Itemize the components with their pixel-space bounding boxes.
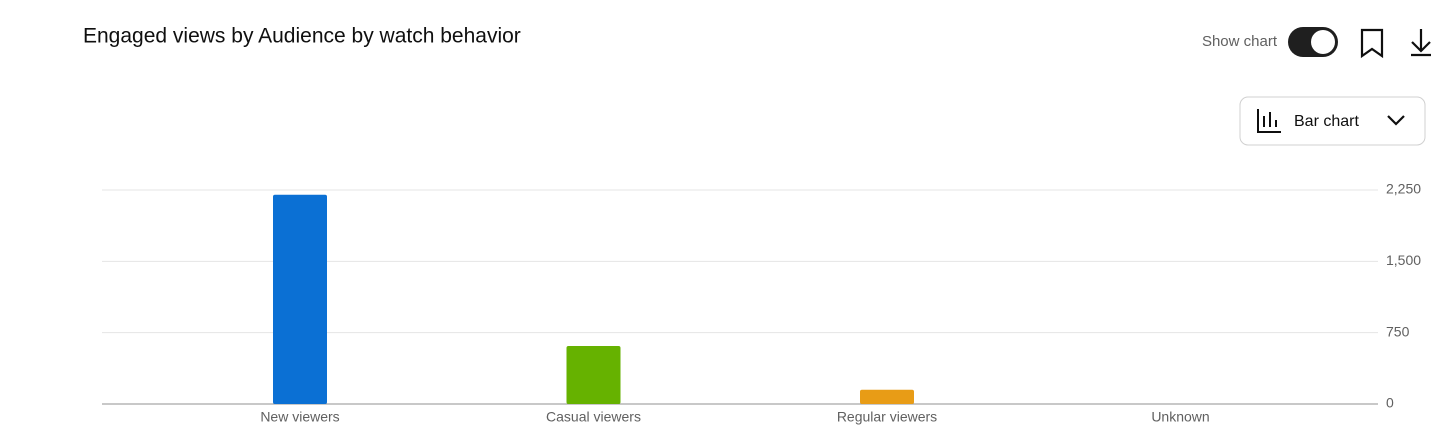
y-tick-label: 2,250 bbox=[1386, 181, 1421, 197]
download-icon[interactable] bbox=[1411, 29, 1431, 57]
bar bbox=[860, 389, 914, 404]
chart-type-dropdown[interactable]: Bar chart bbox=[1239, 96, 1426, 146]
x-tick-label: Casual viewers bbox=[546, 409, 641, 425]
x-tick-label: Unknown bbox=[1151, 409, 1209, 425]
chart-type-label: Bar chart bbox=[1294, 113, 1359, 130]
chart-title: Engaged views by Audience by watch behav… bbox=[83, 25, 521, 48]
y-tick-label: 1,500 bbox=[1386, 252, 1421, 268]
bar bbox=[273, 194, 327, 404]
show-chart-label: Show chart bbox=[1202, 33, 1278, 50]
x-tick-label: New viewers bbox=[260, 409, 339, 425]
y-tick-label: 750 bbox=[1386, 323, 1410, 339]
x-tick-label: Regular viewers bbox=[837, 409, 937, 425]
show-chart-toggle[interactable] bbox=[1288, 27, 1338, 57]
bar bbox=[566, 345, 621, 404]
bookmark-icon[interactable] bbox=[1360, 28, 1384, 59]
y-tick-label: 0 bbox=[1386, 395, 1394, 411]
